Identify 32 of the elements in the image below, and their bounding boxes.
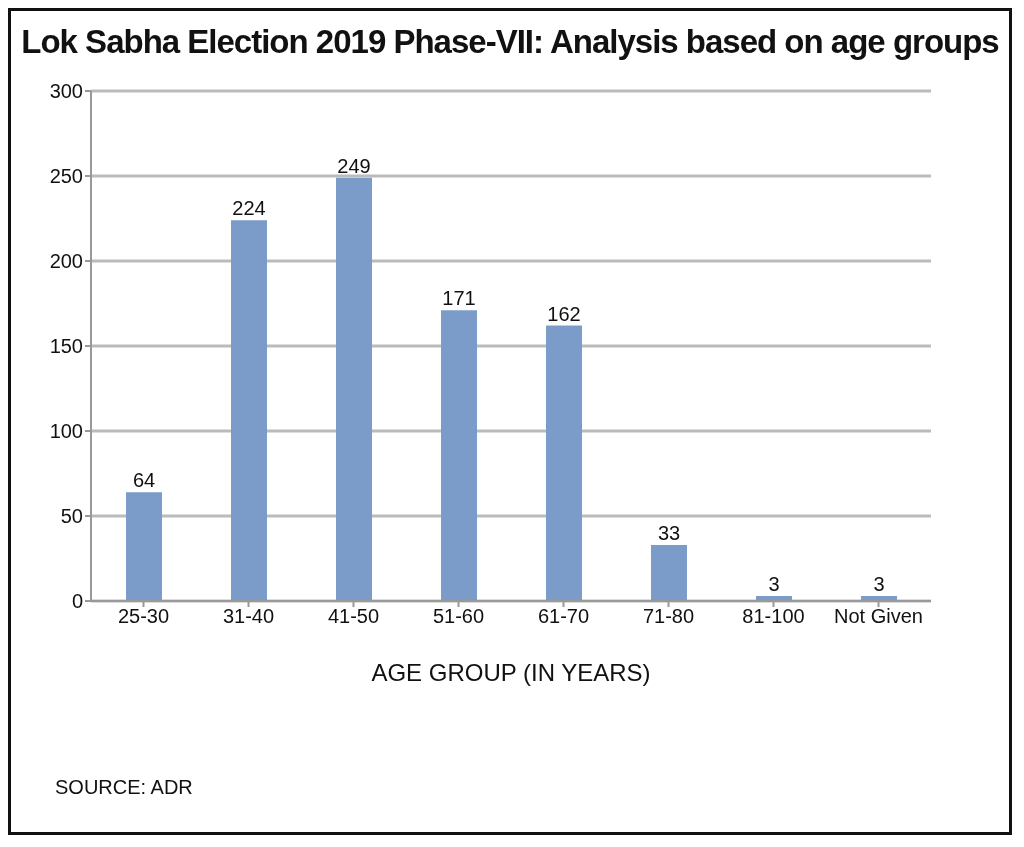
source-note: SOURCE: ADR: [55, 776, 193, 799]
x-tick-label: 81-100: [742, 605, 805, 628]
data-label: 3: [873, 572, 885, 595]
data-label: 249: [337, 154, 371, 177]
x-tick-label: 61-70: [537, 605, 590, 628]
x-axis-title: AGE GROUP (IN YEARS): [371, 659, 651, 686]
y-tick-label: 150: [49, 335, 83, 358]
y-tick-label: 100: [49, 420, 83, 443]
chart-title: Lok Sabha Election 2019 Phase-VII: Analysis based on age groups: [20, 23, 1000, 61]
data-label: 33: [657, 521, 681, 544]
x-tick-label: Not Given: [834, 605, 923, 628]
bar: [336, 177, 372, 601]
bar: [651, 544, 687, 601]
x-tick-label: 41-50: [327, 605, 380, 628]
data-label: 171: [442, 287, 476, 310]
bar: [126, 492, 162, 601]
data-label: 162: [547, 302, 581, 325]
bar: [231, 220, 267, 601]
y-tick-label: 50: [60, 505, 83, 528]
x-tick-label: 71-80: [642, 605, 695, 628]
bar: [441, 310, 477, 601]
data-label: 3: [768, 572, 780, 595]
x-tick-label: 25-30: [117, 605, 170, 628]
data-label: 64: [132, 469, 156, 492]
x-tick-label: 31-40: [222, 605, 275, 628]
y-tick-label: 300: [49, 80, 83, 103]
bar: [546, 325, 582, 601]
y-tick-label: 250: [49, 165, 83, 188]
data-label: 224: [232, 197, 266, 220]
y-tick-label: 200: [49, 250, 83, 273]
x-tick-label: 51-60: [432, 605, 485, 628]
y-tick-label: 0: [71, 590, 83, 613]
